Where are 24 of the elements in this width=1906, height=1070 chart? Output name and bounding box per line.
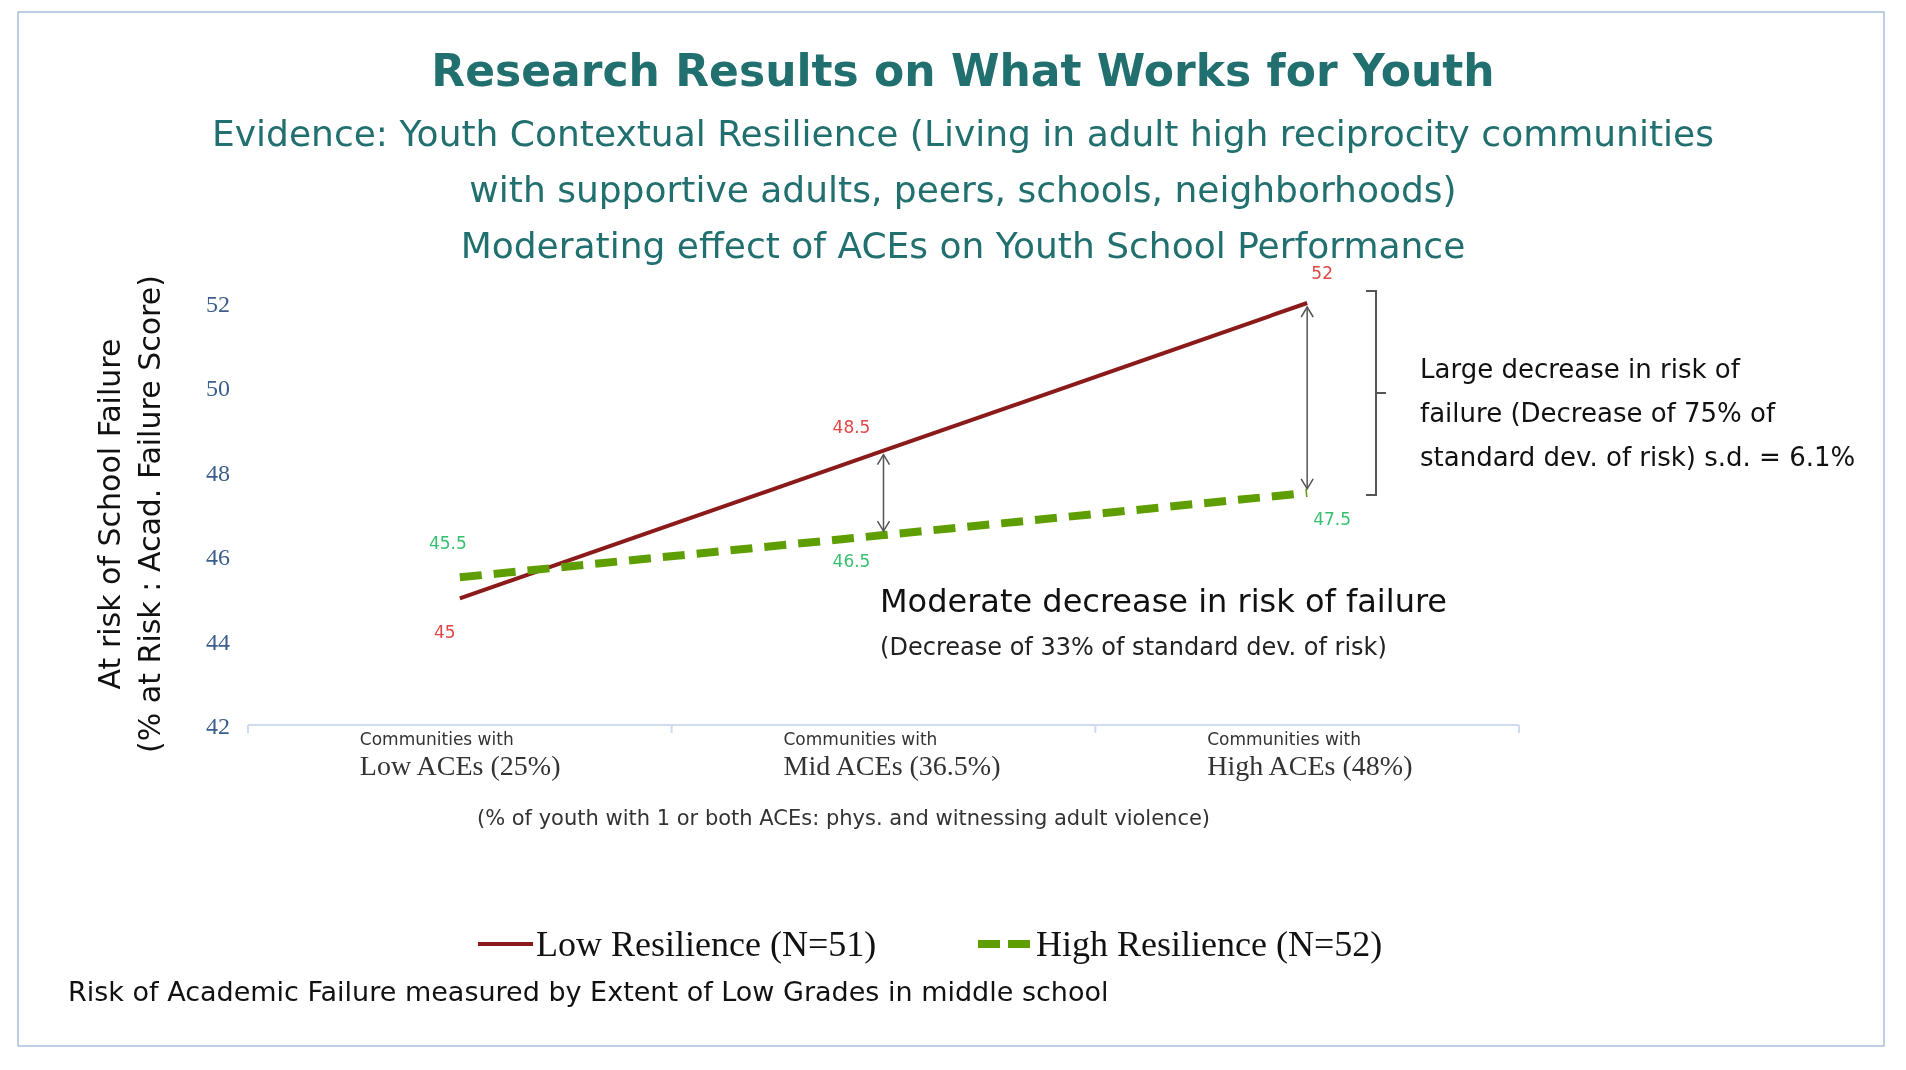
y-tick-label: 46 [206, 544, 230, 571]
y-axis-title: At risk of School Failure (% at Risk : Acad. Failure Score) [92, 275, 167, 753]
text: Risk of Academic Failure measured by Extent of Low Grades in middle school [68, 976, 1109, 1007]
data-label: 47.5 [1313, 508, 1352, 529]
x-tick-label: Communities with Low ACEs (25%) [359, 729, 561, 781]
chart-subtitle: Evidence: Youth Contextual Resilience (Living in adult high reciprocity communities with supportive adults, peers, schools, neighborhoods) Moderating effect of ACEs on Youth School Performance [212, 113, 1714, 266]
y-tick-label: 50 [206, 375, 230, 402]
data-label: 48.5 [832, 416, 871, 437]
data-label: 52 [1311, 263, 1333, 283]
data-label: 46.5 [832, 551, 871, 572]
y-tick-label: 52 [206, 291, 230, 317]
x-tick-label: Communities with High ACEs (48%) [1207, 729, 1413, 781]
x-axis-title: (% of youth with 1 or both ACEs: phys. and witnessing adult violence) [476, 806, 1211, 830]
y-tick-label: 42 [206, 713, 230, 739]
legend-label: Low Resilience (N=51) [536, 924, 877, 964]
chart-title: Research Results on What Works for Youth [431, 45, 1495, 96]
annotation: Large decrease in risk of failure (Decrease of 75% of standard dev. of risk) s.d. = 6.1% [1420, 354, 1856, 472]
data-label: 45 [434, 622, 456, 643]
data-label: 45.5 [428, 533, 467, 554]
y-tick-label: 44 [206, 628, 230, 655]
legend-label: High Resilience (N=52) [1036, 924, 1383, 964]
annotation: Moderate decrease in risk of failure (Decrease of 33% of standard dev. of risk) [879, 582, 1448, 662]
x-tick-label: Communities with Mid ACEs (36.5%) [783, 729, 1001, 781]
y-tick-label: 48 [206, 459, 230, 486]
